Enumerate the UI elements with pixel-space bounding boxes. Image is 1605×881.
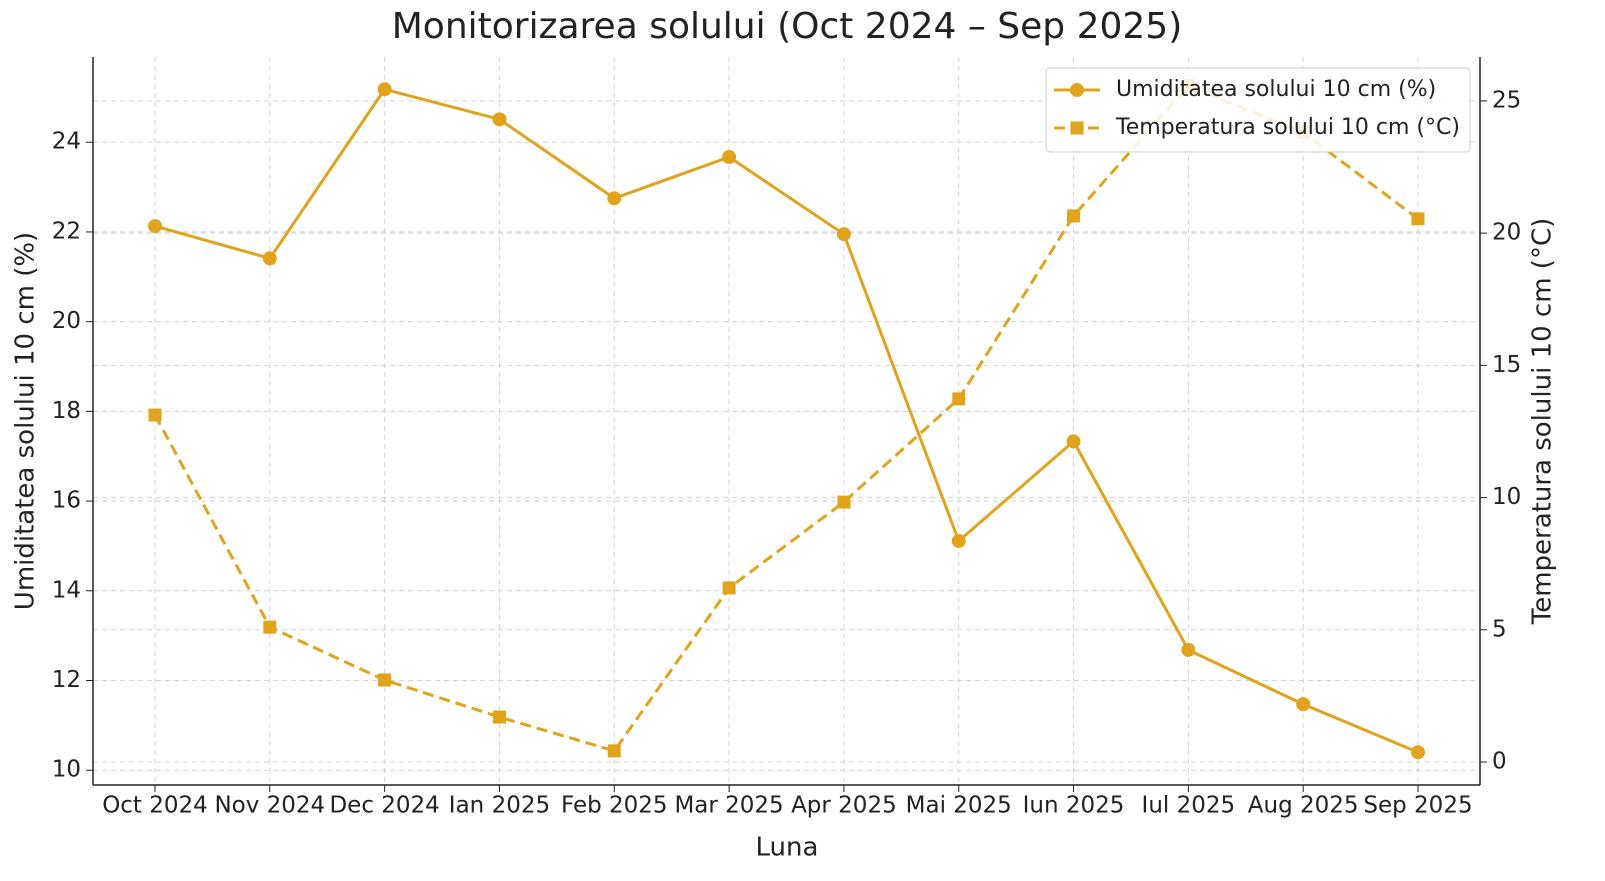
data-point	[492, 710, 506, 724]
data-point	[378, 673, 392, 687]
data-point	[377, 82, 392, 97]
x-axis-label: Luna	[756, 833, 819, 863]
x-tick-label: Oct 2024	[102, 793, 208, 819]
x-tick-label: Apr 2025	[791, 793, 897, 819]
y2-tick-label: 0	[1492, 748, 1507, 774]
series-line	[154, 87, 1419, 754]
y-tick-label: 22	[52, 218, 81, 244]
x-tick-label: Mar 2025	[674, 793, 783, 819]
y2-tick-label: 15	[1492, 352, 1521, 378]
data-point	[1066, 434, 1081, 449]
y-tick-label: 24	[52, 129, 81, 155]
y-axis-label: Umiditatea solului 10 cm (%)	[11, 232, 41, 610]
data-point	[952, 392, 966, 406]
legend-label: Umiditatea solului 10 cm (%)	[1116, 77, 1436, 102]
x-tick-label: Dec 2024	[329, 793, 439, 819]
data-point	[722, 581, 736, 595]
y2-tick-label: 25	[1492, 87, 1521, 113]
y2-axis-label: Temperatura solului 10 cm (°C)	[1528, 218, 1558, 626]
data-point	[607, 744, 621, 758]
x-tick-label: Nov 2024	[214, 793, 325, 819]
series-line	[153, 84, 1419, 753]
data-point	[951, 533, 966, 548]
data-point	[1411, 212, 1425, 226]
chart-title: Monitorizarea solului (Oct 2024 – Sep 20…	[392, 6, 1183, 47]
data-point	[837, 495, 851, 509]
y2-tick-label: 5	[1492, 616, 1507, 642]
legend	[1045, 67, 1471, 153]
data-point	[1296, 697, 1311, 712]
x-tick-label: Iun 2025	[1023, 793, 1125, 819]
y-tick-label: 14	[52, 577, 81, 603]
x-tick-label: Sep 2025	[1363, 793, 1472, 819]
x-tick-label: Iul 2025	[1142, 793, 1236, 819]
data-point	[1411, 745, 1425, 760]
data-point	[263, 620, 277, 634]
data-point	[607, 191, 622, 206]
grid	[93, 57, 1480, 785]
y-tick-label: 20	[52, 308, 81, 334]
data-point	[722, 150, 737, 165]
y-tick-label: 16	[52, 488, 81, 514]
data-point	[262, 251, 277, 266]
legend-marker	[1070, 83, 1084, 97]
data-point	[1067, 209, 1081, 223]
data-point	[148, 408, 162, 422]
data-point	[148, 219, 162, 234]
x-tick-label: Aug 2025	[1248, 793, 1359, 819]
y2-tick-label: 10	[1492, 484, 1521, 510]
x-tick-label: Mai 2025	[906, 793, 1012, 819]
y-tick-label: 18	[52, 398, 81, 424]
data-point	[1181, 642, 1196, 657]
data-point	[492, 112, 507, 127]
x-tick-label: Feb 2025	[561, 793, 668, 819]
data-point	[836, 227, 851, 242]
y2-tick-label: 20	[1492, 220, 1521, 246]
x-tick-label: Ian 2025	[449, 793, 550, 819]
legend-marker	[1070, 121, 1084, 135]
y-tick-label: 12	[52, 667, 81, 693]
y-tick-label: 10	[52, 757, 81, 783]
legend-label: Temperatura solului 10 cm (°C)	[1115, 115, 1460, 140]
